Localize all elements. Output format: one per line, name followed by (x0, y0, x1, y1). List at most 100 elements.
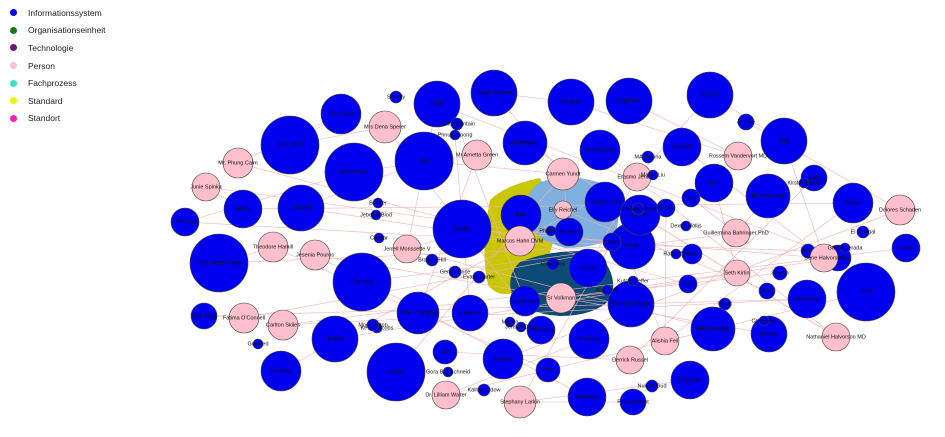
person-node-circle[interactable] (222, 147, 254, 179)
system-node-circle[interactable] (686, 71, 734, 119)
graph-node-s27[interactable]: Scheduler (670, 360, 710, 400)
graph-node-t28[interactable]: Gottfried (247, 338, 269, 350)
system-node-circle[interactable] (425, 253, 439, 267)
system-node-circle[interactable] (320, 93, 362, 135)
system-node-circle[interactable] (432, 339, 458, 365)
system-node-circle[interactable] (690, 306, 736, 352)
graph-node-t43[interactable]: Mayer Liu (641, 169, 665, 181)
graph-node-s55[interactable]: Forms (568, 248, 608, 288)
graph-node-t26[interactable]: Sr Volkman (545, 282, 577, 314)
graph-node-s51[interactable]: Search (771, 265, 789, 281)
graph-node-s58[interactable]: Sync (681, 188, 701, 208)
graph-node-s5[interactable]: HR Portal (320, 93, 362, 135)
legend-item-standard[interactable]: Standard (8, 92, 158, 110)
person-node-circle[interactable] (545, 282, 577, 314)
system-node-circle[interactable] (772, 265, 788, 281)
system-node-circle[interactable] (477, 383, 491, 397)
system-node-circle[interactable] (567, 377, 607, 417)
system-node-circle[interactable] (656, 198, 676, 218)
graph-node-t42[interactable]: Goldner Bates (620, 202, 656, 216)
graph-node-t41[interactable]: MA Patrina (635, 150, 663, 164)
system-node-circle[interactable] (681, 188, 701, 208)
person-node-circle[interactable] (821, 322, 851, 352)
system-node-circle[interactable] (260, 115, 320, 175)
system-node-circle[interactable] (750, 315, 788, 353)
system-node-circle[interactable] (170, 207, 200, 237)
graph-node-t20[interactable]: Guillermina Bahringer PhD (703, 218, 769, 248)
graph-node-s3[interactable]: Jira (394, 131, 454, 191)
graph-node-s32[interactable]: Service Desk (584, 181, 626, 223)
person-node-circle[interactable] (392, 234, 422, 264)
system-node-circle[interactable] (448, 265, 462, 279)
graph-node-s22[interactable]: PIM (836, 262, 896, 322)
graph-node-t4[interactable]: Mrs Dena Sperer (364, 110, 406, 144)
system-node-circle[interactable] (509, 285, 541, 317)
system-node-circle[interactable] (681, 243, 703, 265)
graph-node-s18[interactable]: BI Reporting (745, 173, 791, 219)
person-node-circle[interactable] (228, 302, 260, 334)
system-node-circle[interactable] (601, 284, 613, 296)
system-node-circle[interactable] (568, 248, 608, 288)
system-node-circle[interactable] (252, 338, 264, 350)
graph-node-s6[interactable]: Billing (223, 189, 263, 229)
system-node-circle[interactable] (745, 173, 791, 219)
system-node-circle[interactable] (526, 315, 556, 345)
graph-node-t9[interactable]: Jerrell Morissette V (383, 234, 431, 264)
graph-node-s34[interactable]: Marketing (502, 120, 548, 166)
graph-node-t32[interactable]: Mogen (502, 316, 519, 328)
system-node-circle[interactable] (442, 366, 454, 378)
person-node-circle[interactable] (431, 380, 461, 410)
graph-node-s60[interactable]: Import (602, 232, 622, 252)
system-node-circle[interactable] (760, 117, 808, 165)
system-node-circle[interactable] (515, 321, 527, 333)
system-node-circle[interactable] (396, 291, 440, 335)
graph-node-t50[interactable]: Evans Carter (463, 270, 495, 284)
system-node-circle[interactable] (631, 202, 645, 216)
graph-node-s46[interactable]: Print (535, 357, 561, 383)
graph-node-t52[interactable]: Colin Mos (541, 257, 566, 271)
graph-node-s38[interactable]: Learning (260, 350, 302, 392)
system-node-circle[interactable] (839, 242, 851, 254)
graph-node-t53[interactable]: Jensen Drew (505, 321, 537, 333)
person-node-circle[interactable] (615, 345, 645, 375)
graph-node-s56[interactable]: Claims (619, 194, 661, 236)
graph-node-s49[interactable]: Sales (678, 274, 698, 294)
graph-node-s41[interactable]: E-Invoice (451, 294, 489, 332)
graph-node-t5[interactable]: Mr. Phung Calm (218, 147, 258, 179)
graph-node-t51[interactable]: Philip Hol (539, 225, 563, 237)
graph-node-s8[interactable]: Intranet (277, 184, 325, 232)
graph-node-s28[interactable]: Procurement (617, 388, 649, 416)
graph-node-t55[interactable]: Kutch Pfeffer (617, 275, 649, 287)
person-node-circle[interactable] (257, 231, 289, 263)
system-node-circle[interactable] (189, 233, 249, 293)
graph-node-t22[interactable]: Dolores Schaden (879, 194, 921, 226)
person-node-circle[interactable] (368, 110, 402, 144)
graph-node-s37[interactable]: Travel (311, 315, 359, 363)
graph-node-t1[interactable]: Shopify (387, 90, 406, 104)
graph-node-t46[interactable]: Jebelad Blod (360, 209, 392, 221)
graph-node-t16[interactable]: Stephany Larkin (500, 385, 540, 419)
graph-node-t25[interactable]: Nathaniel Halvorson MD (806, 322, 866, 352)
system-node-circle[interactable] (502, 120, 548, 166)
graph-node-t3[interactable]: Phnum Spong (438, 129, 473, 141)
system-node-circle[interactable] (311, 315, 359, 363)
system-node-circle[interactable] (737, 113, 755, 131)
graph-node-s35[interactable]: Quality (432, 199, 492, 259)
graph-node-s47[interactable]: Telephony (567, 377, 607, 417)
system-node-circle[interactable] (545, 225, 557, 237)
person-node-circle[interactable] (191, 172, 221, 202)
graph-node-t38[interactable]: Garsin Lerada (828, 242, 864, 254)
system-node-circle[interactable] (366, 318, 380, 332)
system-node-circle[interactable] (482, 338, 524, 380)
graph-node-t15[interactable]: Dr. Lilliam Walter (425, 380, 467, 410)
system-node-circle[interactable] (647, 169, 659, 181)
system-node-circle[interactable] (324, 142, 384, 202)
system-node-circle[interactable] (758, 315, 770, 327)
graph-node-s42[interactable]: Compliance (509, 285, 541, 317)
graph-node-s12[interactable]: Finance (547, 78, 595, 126)
graph-node-s29[interactable]: Inventory (568, 318, 610, 360)
graph-node-s53[interactable]: Risk (500, 194, 542, 236)
graph-node-t21[interactable]: Bene Halvorson (804, 243, 844, 273)
system-node-circle[interactable] (579, 129, 621, 171)
graph-node-s1[interactable]: SAP CRM (260, 115, 320, 175)
